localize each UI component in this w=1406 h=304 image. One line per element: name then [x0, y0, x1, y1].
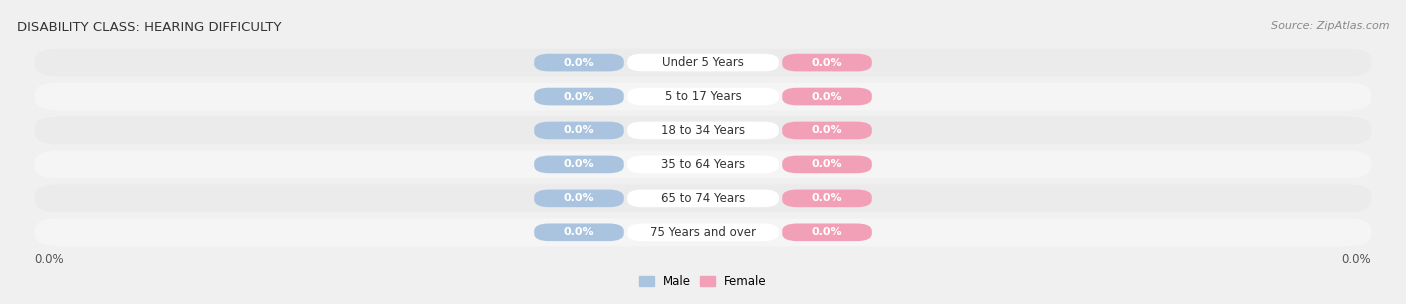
Text: 0.0%: 0.0%: [564, 57, 595, 67]
FancyBboxPatch shape: [534, 54, 624, 71]
Text: 35 to 64 Years: 35 to 64 Years: [661, 158, 745, 171]
FancyBboxPatch shape: [534, 189, 624, 207]
Text: Under 5 Years: Under 5 Years: [662, 56, 744, 69]
Text: 0.0%: 0.0%: [35, 253, 65, 266]
FancyBboxPatch shape: [627, 189, 779, 207]
FancyBboxPatch shape: [782, 122, 872, 139]
Text: 0.0%: 0.0%: [564, 126, 595, 136]
FancyBboxPatch shape: [627, 54, 779, 71]
FancyBboxPatch shape: [627, 88, 779, 105]
Text: 0.0%: 0.0%: [811, 126, 842, 136]
Text: 0.0%: 0.0%: [811, 57, 842, 67]
Text: 0.0%: 0.0%: [564, 227, 595, 237]
FancyBboxPatch shape: [534, 88, 624, 105]
FancyBboxPatch shape: [782, 156, 872, 173]
FancyBboxPatch shape: [35, 185, 1371, 212]
Text: DISABILITY CLASS: HEARING DIFFICULTY: DISABILITY CLASS: HEARING DIFFICULTY: [17, 21, 281, 34]
Text: 75 Years and over: 75 Years and over: [650, 226, 756, 239]
FancyBboxPatch shape: [782, 54, 872, 71]
Text: 0.0%: 0.0%: [811, 227, 842, 237]
FancyBboxPatch shape: [627, 223, 779, 241]
FancyBboxPatch shape: [35, 83, 1371, 110]
FancyBboxPatch shape: [534, 223, 624, 241]
FancyBboxPatch shape: [782, 88, 872, 105]
Text: 0.0%: 0.0%: [811, 159, 842, 169]
Text: Source: ZipAtlas.com: Source: ZipAtlas.com: [1271, 21, 1389, 31]
FancyBboxPatch shape: [627, 156, 779, 173]
FancyBboxPatch shape: [534, 122, 624, 139]
Legend: Male, Female: Male, Female: [640, 275, 766, 288]
FancyBboxPatch shape: [782, 223, 872, 241]
Text: 65 to 74 Years: 65 to 74 Years: [661, 192, 745, 205]
FancyBboxPatch shape: [35, 150, 1371, 178]
FancyBboxPatch shape: [35, 116, 1371, 144]
Text: 0.0%: 0.0%: [564, 159, 595, 169]
FancyBboxPatch shape: [627, 122, 779, 139]
FancyBboxPatch shape: [35, 49, 1371, 77]
FancyBboxPatch shape: [534, 156, 624, 173]
Text: 0.0%: 0.0%: [564, 92, 595, 102]
Text: 0.0%: 0.0%: [811, 92, 842, 102]
Text: 18 to 34 Years: 18 to 34 Years: [661, 124, 745, 137]
Text: 0.0%: 0.0%: [811, 193, 842, 203]
Text: 0.0%: 0.0%: [1341, 253, 1371, 266]
Text: 5 to 17 Years: 5 to 17 Years: [665, 90, 741, 103]
FancyBboxPatch shape: [782, 189, 872, 207]
Text: 0.0%: 0.0%: [564, 193, 595, 203]
FancyBboxPatch shape: [35, 218, 1371, 246]
